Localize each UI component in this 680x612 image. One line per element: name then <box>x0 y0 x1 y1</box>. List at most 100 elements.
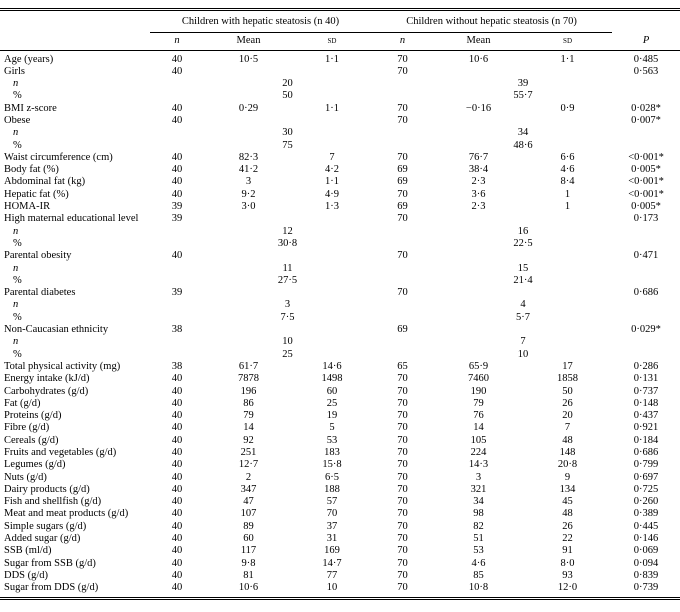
cell-mean1: 347 <box>240 483 257 495</box>
cell-sd1: 7 <box>329 151 335 163</box>
cell-mean2: 3 <box>475 471 482 483</box>
cell-n2 <box>371 140 434 152</box>
cell-n2: 70 <box>397 213 408 225</box>
cell-group1-value: 10 <box>282 336 293 348</box>
cell-p: <0·001* <box>628 176 664 188</box>
cell-group1-value: 30 <box>282 127 293 139</box>
cell-n2 <box>371 127 434 139</box>
cell-sd2: 6·6 <box>560 151 575 163</box>
table-row: % 7·5 5·7 <box>0 312 680 324</box>
row-label: Cereals (g/d) <box>4 434 59 446</box>
row-label: n <box>13 299 19 311</box>
cell-group1-value: 25 <box>282 348 293 360</box>
cell-mean2 <box>434 115 523 127</box>
empty-p-corner-cell <box>612 11 680 32</box>
cell-sd2: 0·9 <box>560 102 575 114</box>
cell-mean2: 10·6 <box>468 53 489 65</box>
cell-mean1: 89 <box>243 520 254 532</box>
cell-n1: 38 <box>171 324 183 336</box>
cell-n2: 70 <box>397 410 408 422</box>
table-row: Legumes (g/d) 40 12·7 15·8 70 14·3 20·8 0·799 <box>0 459 680 471</box>
cell-n1 <box>150 275 204 287</box>
cell-group2-value: 34 <box>517 127 529 139</box>
row-label: Energy intake (kJ/d) <box>4 373 90 385</box>
cell-mean1: 82·3 <box>238 151 259 163</box>
cell-n1: 40 <box>171 422 183 434</box>
cell-group2-value: 5·7 <box>516 311 531 323</box>
cell-p: 0·131 <box>633 373 659 385</box>
cell-mean1: 79 <box>243 410 254 422</box>
cell-p: 0·148 <box>633 397 659 409</box>
table-row: n 3 4 <box>0 299 680 311</box>
table-row: Girls 40 70 0·563 <box>0 66 680 78</box>
cell-sd2 <box>523 213 612 225</box>
cell-n1: 40 <box>171 151 183 163</box>
cell-p: 0·686 <box>633 447 659 458</box>
row-label: Girls <box>4 65 25 77</box>
cell-sd1: 6·5 <box>325 471 339 483</box>
table-row: Parental diabetes 39 70 0·686 <box>0 287 680 299</box>
cell-n1 <box>150 336 204 348</box>
cell-p: 0·069 <box>633 545 659 557</box>
row-label: n <box>13 262 19 274</box>
cell-p: 0·563 <box>633 65 659 77</box>
cell-mean2 <box>434 287 523 299</box>
cell-mean2: 10·8 <box>468 582 489 594</box>
cell-sd1: 1498 <box>321 373 343 385</box>
cell-n2: 70 <box>397 102 408 114</box>
cell-n1: 40 <box>171 102 183 114</box>
cell-n1: 40 <box>171 397 183 409</box>
cell-p: 0·094 <box>633 557 659 569</box>
table-row: n 30 34 <box>0 127 680 139</box>
cell-p <box>612 336 680 348</box>
cell-group2-value: 48·6 <box>513 139 533 151</box>
cell-mean1: 41·2 <box>238 164 259 176</box>
cell-n1 <box>150 263 204 275</box>
cell-sd2: 1858 <box>557 373 579 385</box>
group-header-row: Children with hepatic steatosis (n 40) C… <box>0 11 680 33</box>
cell-sd1: 19 <box>326 410 338 422</box>
cell-sd1: 25 <box>326 397 338 409</box>
cell-sd1: 183 <box>324 447 340 458</box>
cell-group2-value: 39 <box>517 78 529 90</box>
cell-n1: 40 <box>171 114 183 126</box>
cell-p <box>612 140 680 152</box>
cell-p: 0·184 <box>633 434 659 446</box>
cell-n2: 65 <box>397 360 408 372</box>
table-row: Hepatic fat (%) 40 9·2 4·9 70 3·6 1 <0·001* <box>0 189 680 201</box>
cell-n1: 40 <box>171 508 183 520</box>
cell-mean1: 107 <box>240 508 257 520</box>
cell-n1: 40 <box>171 471 183 483</box>
cell-n1 <box>150 299 204 311</box>
cell-n2: 70 <box>397 65 408 77</box>
cell-n2: 69 <box>397 201 408 213</box>
cell-n2 <box>371 299 434 311</box>
cell-n2 <box>371 226 434 238</box>
table-row: Added sugar (g/d) 40 60 31 70 51 22 0·146 <box>0 533 680 545</box>
cell-p: 0·799 <box>633 459 659 471</box>
cell-p: 0·921 <box>633 422 659 434</box>
cell-n1: 39 <box>171 213 183 225</box>
col-header-p: P <box>612 32 680 51</box>
table-row: Cereals (g/d) 40 92 53 70 105 48 0·184 <box>0 435 680 447</box>
col-header-mean2: Mean <box>434 32 524 51</box>
cell-sd2: 7 <box>564 422 571 434</box>
cell-sd2: 12·0 <box>557 582 578 594</box>
cell-n2 <box>371 238 434 250</box>
row-label: Non-Caucasian ethnicity <box>4 324 109 336</box>
cell-n2 <box>371 78 434 90</box>
cell-n1: 40 <box>171 434 183 446</box>
row-label: Sugar from SSB (g/d) <box>4 557 96 569</box>
cell-sd2 <box>523 66 612 78</box>
cell-n1: 40 <box>171 188 183 200</box>
cell-mean2: 2·3 <box>471 176 486 188</box>
cell-n2: 70 <box>397 373 408 385</box>
cell-mean2: 4·6 <box>471 557 486 569</box>
row-label: Fibre (g/d) <box>4 422 50 434</box>
table-row: Meat and meat products (g/d) 40 107 70 70 98 4… <box>0 508 680 520</box>
cell-n1: 40 <box>171 410 183 422</box>
cell-p <box>612 275 680 287</box>
cell-n1: 40 <box>171 496 183 508</box>
cell-mean1 <box>204 287 293 299</box>
cell-sd2: 8·0 <box>560 557 575 569</box>
